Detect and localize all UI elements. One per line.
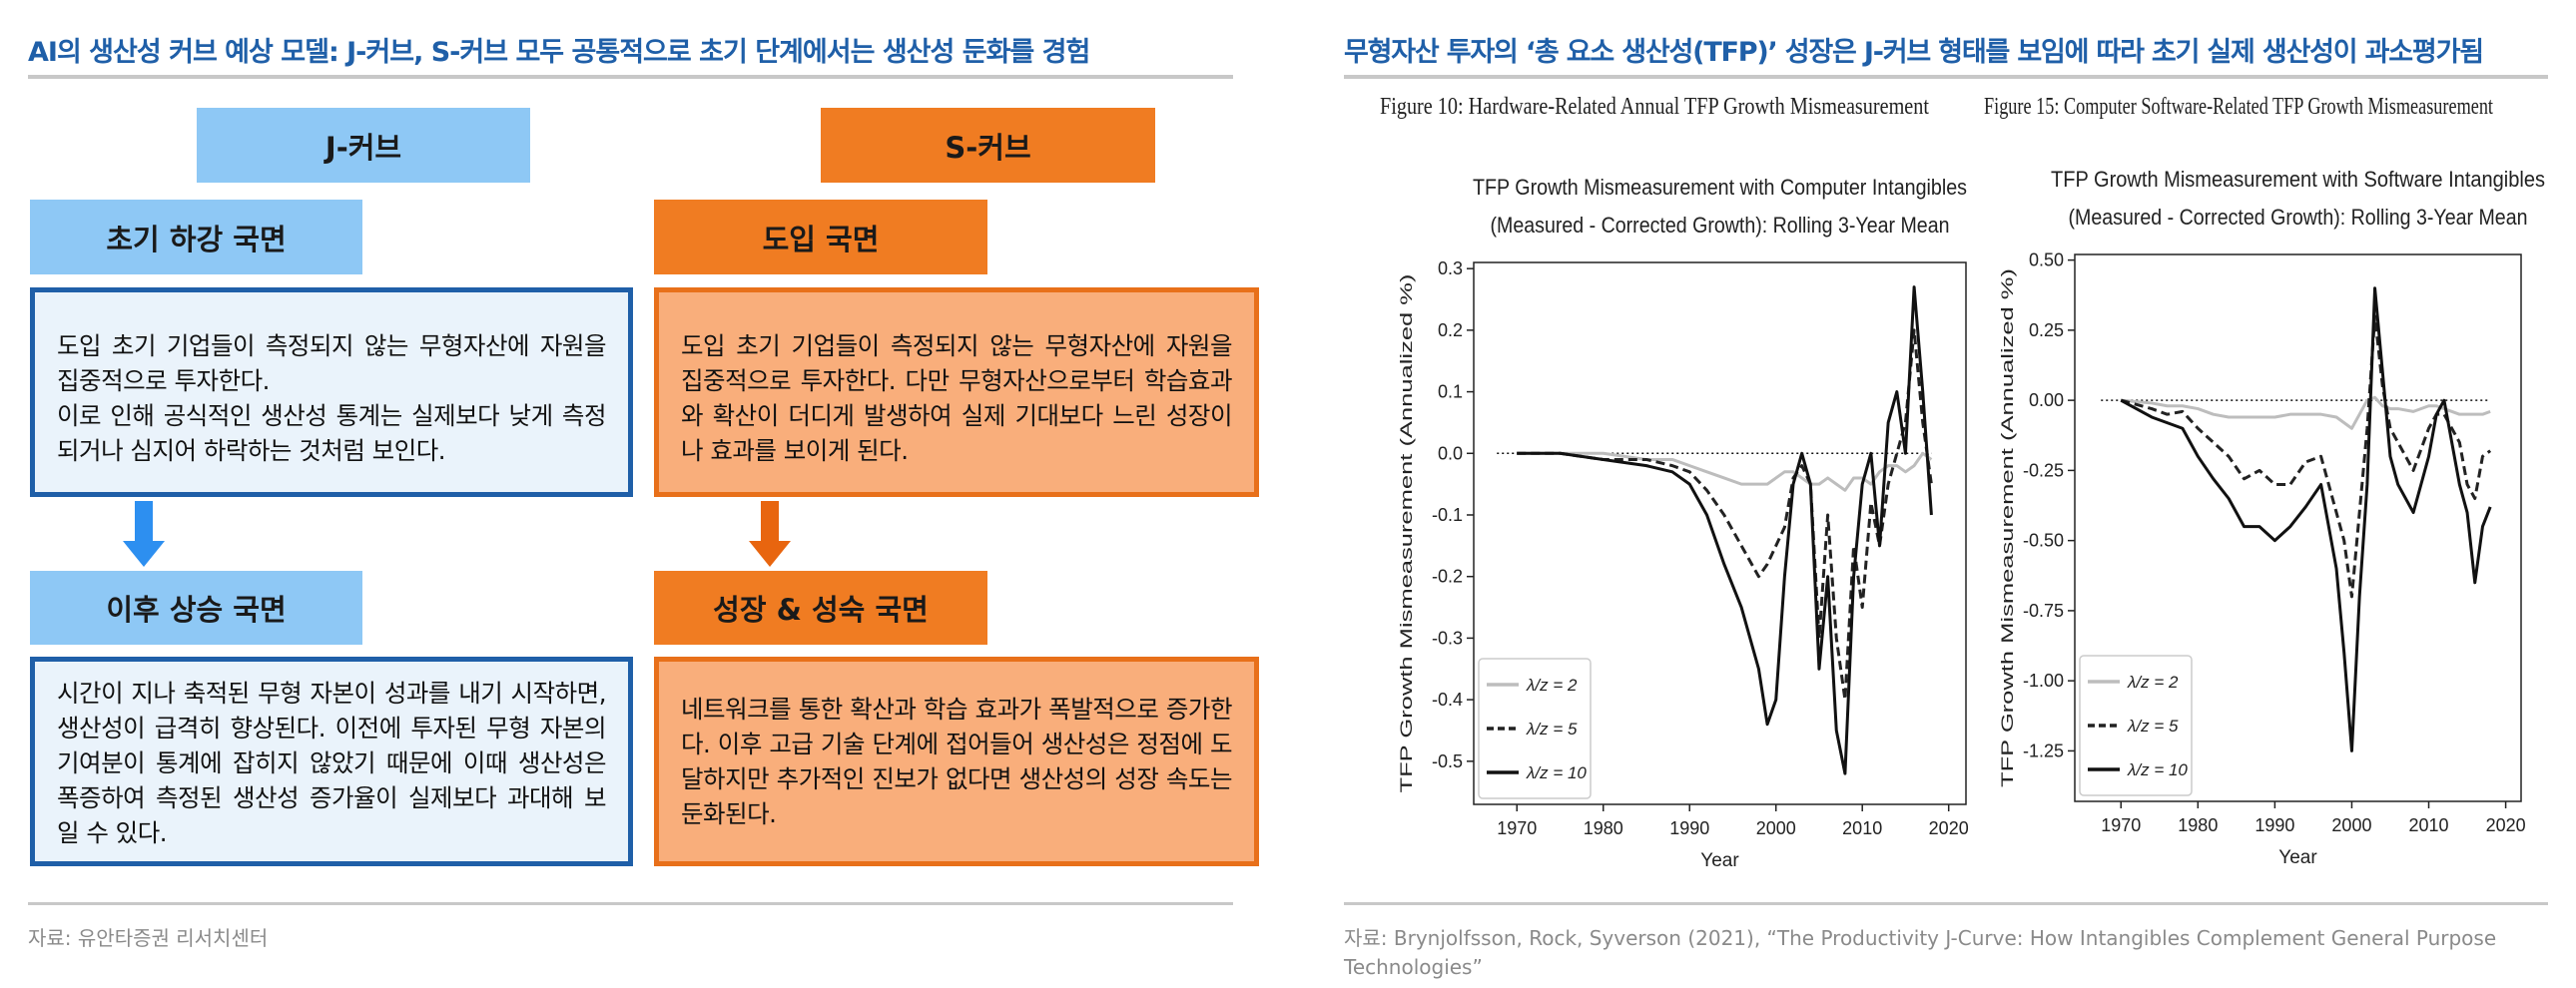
phase-text: 네트워크를 통한 확산과 학습 효과가 폭발적으로 증가한다. 이후 고급 기술…: [654, 657, 1259, 866]
x-tick-label: 2000: [2331, 815, 2371, 835]
y-tick-label: 0.1: [1438, 382, 1463, 402]
series-line: [1517, 328, 1933, 702]
figure-caption: Figure 10: Hardware-Related Annual TFP G…: [1380, 94, 1929, 120]
j-curve-label: J-커브: [197, 108, 530, 183]
legend-label: λ/z = 5: [2127, 717, 2179, 736]
y-tick-label: -0.2: [1432, 567, 1463, 587]
divider: [28, 75, 1233, 79]
series-line: [2121, 395, 2491, 430]
phase-text: 도입 초기 기업들이 측정되지 않는 무형자산에 자원을 집중적으로 투자한다.…: [654, 287, 1259, 497]
divider: [1344, 75, 2548, 79]
phase-heading: 도입 국면: [654, 200, 987, 274]
x-axis-label: Year: [1700, 850, 1739, 871]
chart-title: TFP Growth Mismeasurement with Software …: [2051, 167, 2545, 192]
legend-box: [1478, 658, 1592, 799]
divider: [28, 902, 1233, 905]
paragraph: 네트워크를 통한 확산과 학습 효과가 폭발적으로 증가한다. 이후 고급 기술…: [681, 695, 1233, 828]
legend-label: λ/z = 5: [1526, 720, 1578, 739]
plot-frame: [2074, 253, 2522, 802]
chart-title: (Measured - Corrected Growth): Rolling 3…: [2069, 205, 2528, 230]
y-tick-label: -0.5: [1432, 751, 1463, 771]
paragraph: 도입 초기 기업들이 측정되지 않는 무형자산에 자원을 집중적으로 투자한다.: [57, 331, 607, 395]
chart-title: TFP Growth Mismeasurement with Computer …: [1473, 175, 1967, 200]
y-tick-label: 0.0: [1438, 443, 1463, 463]
legend-label: λ/z = 10: [1526, 763, 1587, 782]
x-tick-label: 1990: [2254, 815, 2294, 835]
y-tick-label: -0.50: [2023, 531, 2064, 551]
charts: Figure 10: Hardware-Related Annual TFP G…: [1380, 94, 2545, 871]
series-line: [2120, 314, 2492, 599]
chart-title: (Measured - Corrected Growth): Rolling 3…: [1491, 213, 1950, 238]
y-axis-label: TFP Growth Mismeasurement (Annualized %): [1998, 268, 2017, 787]
y-axis-label: TFP Growth Mismeasurement (Annualized %): [1397, 274, 1416, 793]
series-line: [1517, 451, 1933, 492]
x-tick-label: 1980: [2178, 815, 2218, 835]
x-tick-label: 1990: [1669, 818, 1709, 838]
divider: [1344, 902, 2548, 905]
x-tick-label: 2010: [1842, 818, 1882, 838]
x-axis-label: Year: [2278, 847, 2317, 868]
y-tick-label: -1.00: [2023, 671, 2064, 691]
legend-box: [2079, 655, 2193, 796]
phase-text: 시간이 지나 축적된 무형 자본이 성과를 내기 시작하면, 생산성이 급격히 …: [30, 657, 633, 866]
legend-label: λ/z = 2: [1526, 676, 1578, 695]
arrow: [749, 501, 791, 567]
phase-heading: 초기 하강 국면: [30, 200, 362, 274]
y-tick-label: 0.3: [1438, 258, 1463, 278]
left-title: AI의 생산성 커브 예상 모델: J-커브, S-커브 모두 공통적으로 초기…: [28, 37, 1090, 68]
legend-label: λ/z = 2: [2127, 673, 2179, 692]
legend-label: λ/z = 10: [2127, 760, 2188, 779]
y-tick-label: -0.1: [1432, 505, 1463, 525]
paragraph: 이로 인해 공식적인 생산성 통계는 실제보다 낮게 측정되거나 심지어 하락하…: [57, 401, 607, 465]
right-title: 무형자산 투자의 ‘총 요소 생산성(TFP)’ 성장은 J-커브 형태를 보임…: [1344, 37, 2484, 68]
x-tick-label: 1970: [2101, 815, 2141, 835]
phase-text: 도입 초기 기업들이 측정되지 않는 무형자산에 자원을 집중적으로 투자한다.…: [30, 287, 633, 497]
y-tick-label: 0.25: [2029, 320, 2064, 340]
paragraph: 시간이 지나 축적된 무형 자본이 성과를 내기 시작하면, 생산성이 급격히 …: [57, 679, 607, 847]
series-line: [2120, 286, 2492, 752]
y-tick-label: -1.25: [2023, 741, 2064, 760]
s-curve-label: S-커브: [821, 108, 1155, 183]
paragraph: 도입 초기 기업들이 측정되지 않는 무형자산에 자원을 집중적으로 투자한다.…: [681, 331, 1233, 465]
phase-heading: 이후 상승 국면: [30, 571, 362, 645]
source: 자료: Brynjolfsson, Rock, Syverson (2021),…: [1344, 926, 2497, 979]
y-tick-label: -0.25: [2023, 460, 2064, 480]
x-tick-label: 1980: [1584, 818, 1623, 838]
x-tick-label: 2020: [2486, 815, 2526, 835]
phase-heading: 성장 & 성숙 국면: [654, 571, 987, 645]
x-tick-label: 2020: [1929, 818, 1969, 838]
arrow: [123, 501, 165, 567]
y-tick-label: -0.4: [1432, 690, 1463, 710]
source: 자료: 유안타증권 리서치센터: [28, 926, 269, 950]
y-tick-label: -0.3: [1432, 628, 1463, 648]
y-tick-label: -0.75: [2023, 601, 2064, 621]
x-tick-label: 2010: [2408, 815, 2448, 835]
plot-frame: [1473, 261, 1967, 805]
x-tick-label: 2000: [1756, 818, 1796, 838]
y-tick-label: 0.00: [2029, 390, 2064, 410]
y-tick-label: 0.2: [1438, 320, 1463, 340]
x-tick-label: 1970: [1497, 818, 1537, 838]
figure-caption: Figure 15: Computer Software-Related TFP…: [1984, 94, 2493, 120]
series-line: [1517, 285, 1933, 775]
y-tick-label: 0.50: [2029, 250, 2064, 270]
